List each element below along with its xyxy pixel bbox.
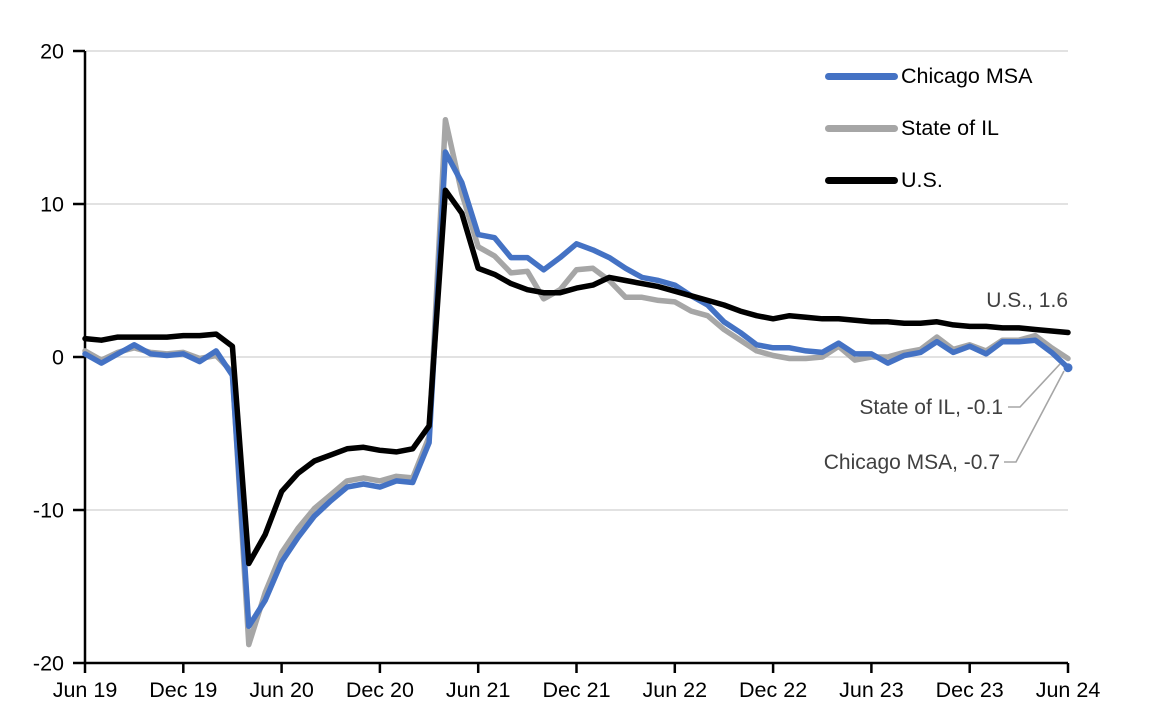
y-tick-label: -10	[33, 499, 64, 523]
x-tick-label: Jun 19	[53, 678, 118, 702]
chart-legend: Chicago MSA State of IL U.S.	[825, 50, 1032, 206]
annotation-chicago-msa: Chicago MSA, -0.7	[823, 451, 1000, 474]
legend-item-us: U.S.	[825, 154, 1032, 206]
x-tick-label: Jun 22	[643, 678, 708, 702]
annotation-us: U.S., 1.6	[986, 289, 1068, 312]
legend-item-state-of-il: State of IL	[825, 102, 1032, 154]
legend-label-chicago-msa: Chicago MSA	[901, 63, 1033, 88]
series-line-state-of-il	[82, 117, 1071, 648]
legend-swatch-chicago-msa	[825, 72, 898, 80]
legend-swatch-state-of-il	[825, 124, 898, 132]
legend-item-chicago-msa: Chicago MSA	[825, 50, 1032, 102]
series-end-marker-chicago-msa	[1063, 363, 1073, 373]
x-tick-label: Dec 23	[936, 678, 1004, 702]
legend-label-state-of-il: State of IL	[901, 115, 1000, 140]
x-tick-label: Dec 21	[542, 678, 610, 702]
annotation-state-of-il: State of IL, -0.1	[859, 396, 1003, 419]
leader-line-chicago-msa	[1004, 370, 1065, 463]
series-line-u-s-	[82, 187, 1071, 567]
legend-swatch-us	[825, 176, 898, 184]
x-tick-label: Jun 20	[249, 678, 314, 702]
x-tick-label: Dec 19	[149, 678, 217, 702]
leader-line-state-of-il	[1008, 363, 1061, 408]
legend-label-us: U.S.	[901, 167, 943, 192]
y-tick-label: 20	[40, 40, 64, 64]
y-tick-label: 10	[40, 193, 64, 217]
x-tick-label: Jun 21	[446, 678, 511, 702]
y-tick-label: -20	[33, 652, 64, 676]
x-tick-label: Dec 22	[739, 678, 807, 702]
series-line-chicago-msa	[82, 149, 1071, 630]
x-tick-label: Jun 24	[1036, 678, 1101, 702]
x-tick-label: Jun 23	[839, 678, 904, 702]
y-tick-label: 0	[52, 346, 64, 370]
x-tick-label: Dec 20	[346, 678, 414, 702]
